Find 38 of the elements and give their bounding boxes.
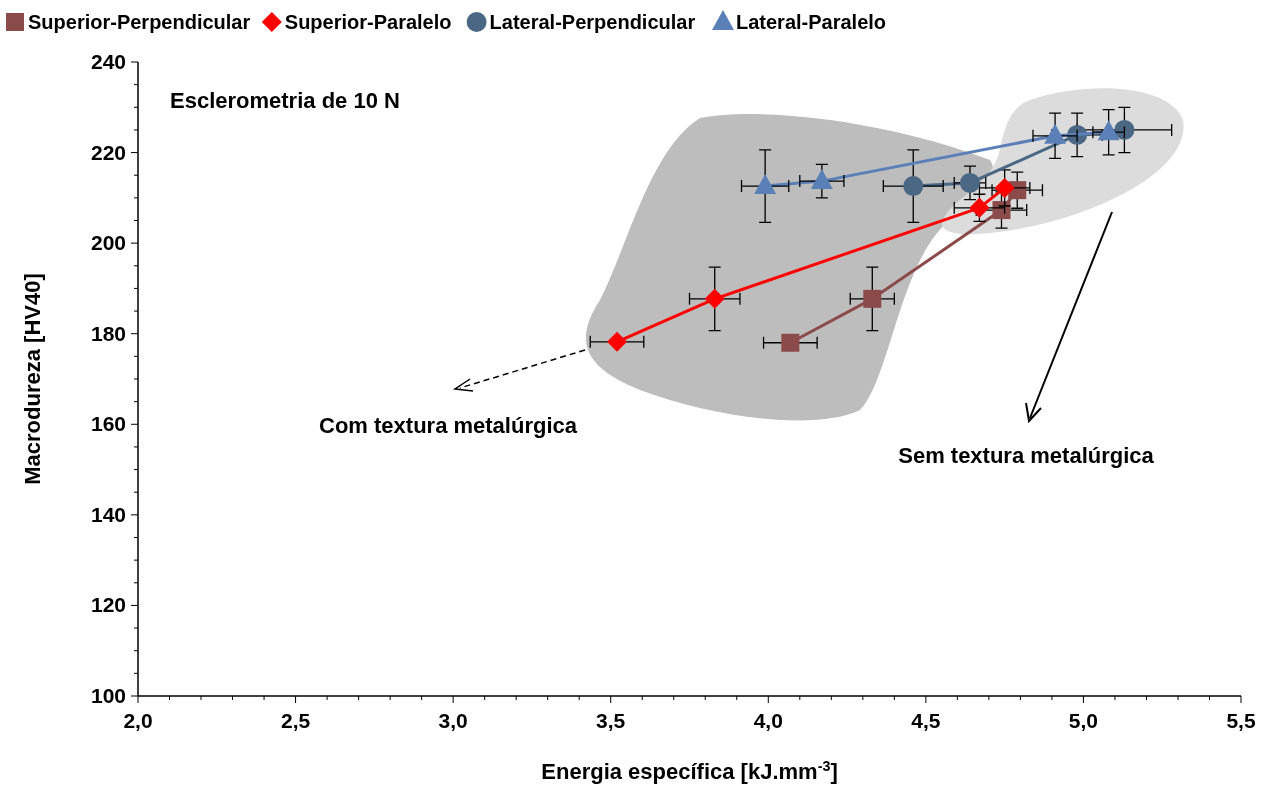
point <box>781 333 800 352</box>
x-tick-label: 3,5 <box>596 709 626 732</box>
point <box>810 169 833 190</box>
x-tick-label: 2,5 <box>280 709 311 732</box>
y-tick-label: 100 <box>90 684 126 707</box>
annotation: Sem textura metalúrgica <box>898 443 1155 468</box>
y-tick-label: 120 <box>90 593 126 617</box>
x-tick-label: 3,0 <box>438 709 468 732</box>
point <box>903 176 924 197</box>
x-tick-label: 5,5 <box>1226 709 1256 732</box>
annotation: Com textura metalúrgica <box>319 413 578 438</box>
y-tick-label: 140 <box>90 502 126 526</box>
point <box>607 331 628 352</box>
point <box>863 289 882 308</box>
point <box>994 177 1015 198</box>
point <box>1097 120 1120 141</box>
x-tick-label: 4,0 <box>753 709 783 732</box>
x-axis-title: Energia específica [kJ.mm$^{-3}$] <box>541 758 838 784</box>
point <box>1114 119 1135 140</box>
x-tick-label: 4,5 <box>911 709 941 732</box>
y-tick-label: 200 <box>90 231 126 255</box>
legend-label: Superior-Paralelo <box>284 11 452 33</box>
point <box>959 172 980 193</box>
point <box>704 288 725 309</box>
x-tick-label: 5,0 <box>1068 709 1099 732</box>
y-tick-label: 220 <box>90 140 126 164</box>
point <box>1044 123 1067 144</box>
y-tick-label: 240 <box>90 50 126 73</box>
y-tick-label: 160 <box>90 412 126 436</box>
x-tick-label: 2,0 <box>123 709 153 732</box>
legend-label: Superior-Perpendicular <box>28 11 251 33</box>
y-axis-title: Macrodureza [HV40] <box>20 273 45 485</box>
point <box>754 174 777 195</box>
legend-label: Lateral-Paralelo <box>736 11 887 33</box>
annotation: Esclerometria de 10 N <box>170 88 400 113</box>
y-tick-label: 180 <box>90 321 126 345</box>
legend-label: Lateral-Perpendicular <box>489 11 696 33</box>
point <box>969 197 990 218</box>
